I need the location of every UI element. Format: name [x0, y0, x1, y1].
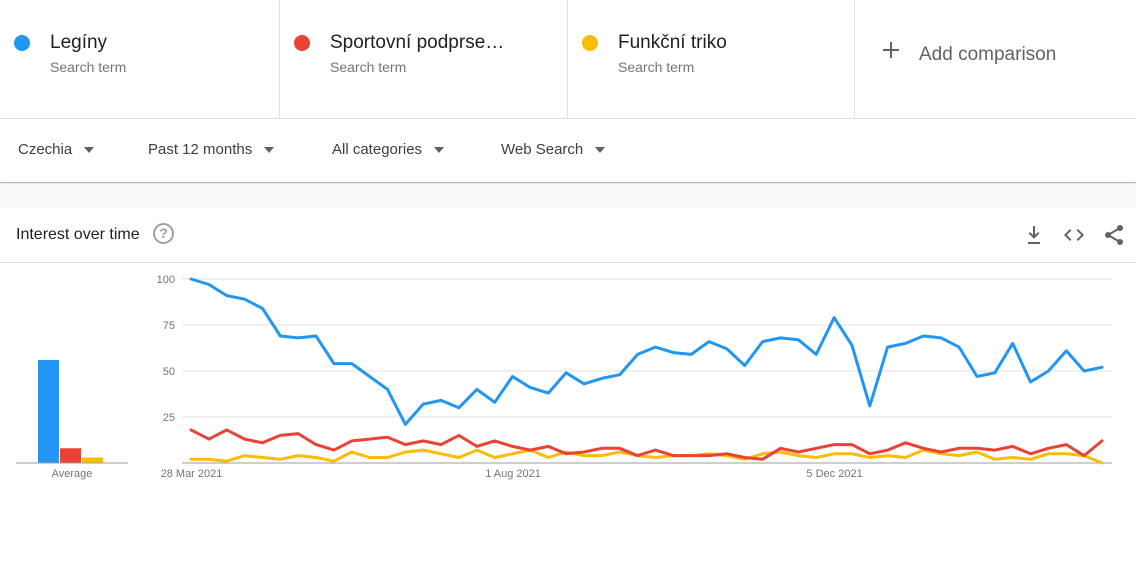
chart-grid: 25 50 75 100: [157, 274, 1112, 464]
term-3-name: Funkční triko: [618, 32, 727, 53]
x-tick-label: 1 Aug 2021: [485, 468, 541, 480]
x-axis: 28 Mar 2021 1 Aug 2021 5 Dec 2021: [161, 468, 863, 480]
average-bar: [60, 448, 81, 463]
plus-icon: [881, 40, 901, 60]
region-dropdown[interactable]: Czechia: [18, 141, 95, 158]
term-1-name: Legíny: [50, 32, 108, 53]
term-3-color-dot: [582, 35, 598, 51]
average-chart: Average: [16, 359, 128, 480]
search-type-value: Web Search: [501, 141, 584, 158]
average-label: Average: [52, 468, 93, 480]
average-bar: [82, 457, 103, 463]
period-dropdown[interactable]: Past 12 months: [148, 141, 275, 158]
interest-chart: Average 25 50 75 100 28 Mar 2021 1 Aug 2021 5…: [16, 274, 1112, 480]
filter-bar: Czechia Past 12 months All categories We…: [0, 118, 1136, 183]
y-tick-label: 50: [163, 366, 175, 378]
download-icon[interactable]: [1022, 223, 1046, 247]
interest-over-time-card: Interest over time ? Average 25 50 75 100 2…: [0, 207, 1136, 571]
search-type-dropdown[interactable]: Web Search: [501, 141, 606, 158]
share-icon[interactable]: [1102, 223, 1126, 247]
y-tick-label: 100: [157, 274, 175, 286]
y-tick-label: 75: [163, 320, 175, 332]
category-value: All categories: [332, 141, 423, 158]
y-tick-label: 25: [163, 412, 175, 424]
term-2-type: Search term: [330, 59, 407, 75]
search-term-3[interactable]: Funkční triko Search term: [568, 0, 855, 118]
region-value: Czechia: [18, 141, 73, 158]
section-gap: [0, 184, 1136, 207]
term-1-type: Search term: [50, 59, 127, 75]
period-value: Past 12 months: [148, 141, 253, 158]
search-term-2[interactable]: Sportovní podprse… Search term: [280, 0, 568, 118]
term-2-color-dot: [294, 35, 310, 51]
series-line-Legíny[interactable]: [189, 277, 1104, 426]
series-line-Funkční triko[interactable]: [189, 448, 1104, 465]
chart-series: [189, 277, 1104, 465]
category-dropdown[interactable]: All categories: [332, 141, 445, 158]
card-header: Interest over time ?: [0, 207, 1136, 263]
term-3-type: Search term: [618, 59, 695, 75]
card-title: Interest over time: [16, 226, 140, 243]
series-line-Sportovní podprse…[interactable]: [189, 428, 1104, 461]
search-terms-bar: Legíny Search term Sportovní podprse… Se…: [0, 0, 1136, 118]
chevron-down-icon: [84, 146, 95, 153]
search-term-1[interactable]: Legíny Search term: [0, 0, 280, 118]
embed-icon[interactable]: [1062, 223, 1086, 247]
term-1-color-dot: [14, 35, 30, 51]
average-bar: [38, 359, 59, 463]
chevron-down-icon: [264, 146, 275, 153]
chevron-down-icon: [595, 146, 606, 153]
x-tick-label: 5 Dec 2021: [806, 468, 862, 480]
help-icon[interactable]: ?: [153, 223, 174, 244]
x-tick-label: 28 Mar 2021: [161, 468, 223, 480]
add-comparison-button[interactable]: Add comparison: [855, 0, 1136, 118]
chevron-down-icon: [434, 146, 445, 153]
term-2-name: Sportovní podprse…: [330, 32, 505, 53]
add-comparison-label: Add comparison: [919, 44, 1057, 65]
